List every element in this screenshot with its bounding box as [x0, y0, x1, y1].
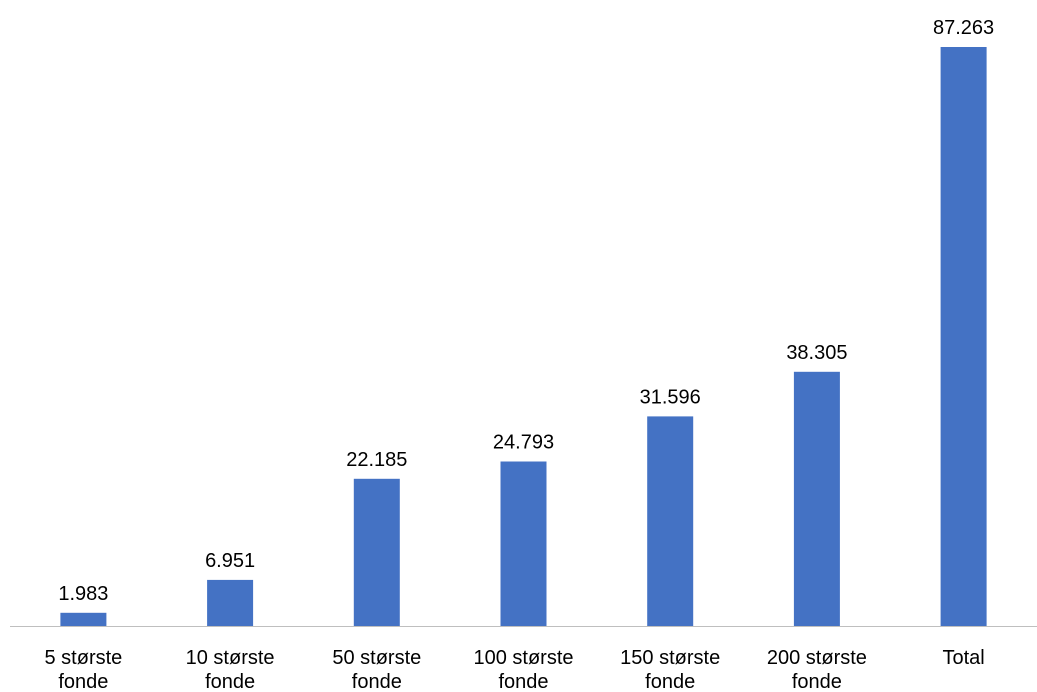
x-tick-label-line: 150 største — [620, 647, 720, 669]
x-tick-label-line: 200 største — [767, 647, 867, 669]
x-tick-label-6: Total — [942, 647, 984, 669]
x-tick-label-5: 200 største fonde — [767, 647, 867, 692]
x-tick-label-line: fonde — [645, 671, 695, 692]
x-tick-label-line: fonde — [792, 671, 842, 692]
x-tick-label-3: 100 største fonde — [473, 647, 573, 692]
bar-0 — [60, 612, 107, 626]
x-tick-label-line: 5 største — [45, 647, 123, 669]
data-label-1: 6.951 — [205, 550, 255, 572]
x-tick-label-line: 100 største — [473, 647, 573, 669]
bar-3 — [500, 461, 547, 626]
bar-2 — [353, 478, 400, 626]
bar-4 — [647, 416, 694, 626]
x-tick-label-line: fonde — [58, 671, 108, 692]
data-labels-layer: 1.983 6.951 22.185 24.793 31.596 38.305 87.263 — [58, 17, 994, 605]
bar-5 — [793, 371, 840, 626]
x-tick-label-line: fonde — [352, 671, 402, 692]
x-tick-label-4: 150 største fonde — [620, 647, 720, 692]
x-tick-label-line: fonde — [498, 671, 548, 692]
data-label-0: 1.983 — [58, 583, 108, 605]
x-tick-label-line: fonde — [205, 671, 255, 692]
x-tick-label-0: 5 største fonde — [45, 647, 123, 692]
x-tick-label-line: 10 største — [186, 647, 275, 669]
x-tick-label-line: Total — [942, 647, 984, 669]
x-tick-label-2: 50 største fonde — [332, 647, 421, 692]
data-label-4: 31.596 — [640, 386, 701, 408]
x-tick-label-1: 10 største fonde — [186, 647, 275, 692]
x-tick-label-line: 50 største — [332, 647, 421, 669]
bars-layer — [60, 47, 987, 626]
data-label-6: 87.263 — [933, 17, 994, 39]
bar-6 — [940, 47, 987, 626]
data-label-3: 24.793 — [493, 432, 554, 454]
data-label-5: 38.305 — [786, 342, 847, 364]
bar-1 — [207, 579, 254, 626]
data-label-2: 22.185 — [346, 449, 407, 471]
